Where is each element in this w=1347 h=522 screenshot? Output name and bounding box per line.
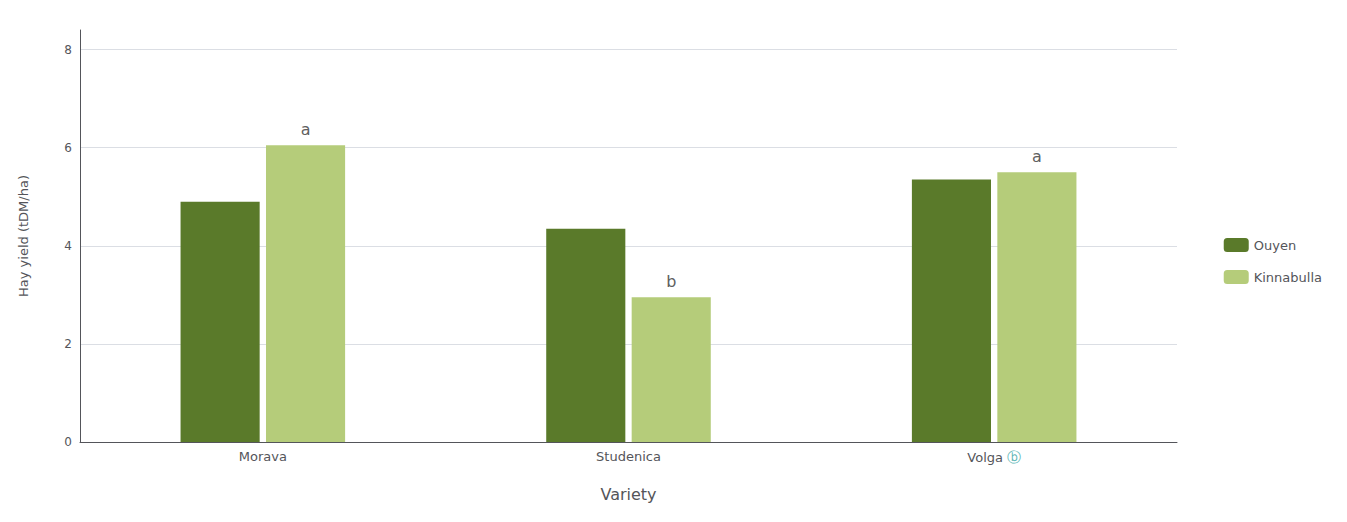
svg-text:b: b [666, 272, 676, 291]
svg-text:Hay yield (tDM/ha): Hay yield (tDM/ha) [16, 175, 31, 297]
svg-text:Ouyen: Ouyen [1254, 238, 1296, 253]
svg-text:6: 6 [64, 141, 72, 155]
svg-text:Variety: Variety [600, 485, 656, 504]
svg-text:4: 4 [64, 239, 72, 253]
svg-text:a: a [301, 120, 311, 139]
svg-text:8: 8 [64, 43, 72, 57]
svg-text:2: 2 [64, 337, 72, 351]
svg-text:Studenica: Studenica [596, 449, 661, 464]
svg-text:a: a [1032, 147, 1042, 166]
svg-text:Morava: Morava [239, 449, 287, 464]
svg-text:0: 0 [64, 435, 72, 449]
svg-text:Volga: Volga [967, 450, 1003, 465]
svg-text:ⓑ: ⓑ [1007, 449, 1021, 465]
svg-text:Kinnabulla: Kinnabulla [1254, 270, 1322, 285]
